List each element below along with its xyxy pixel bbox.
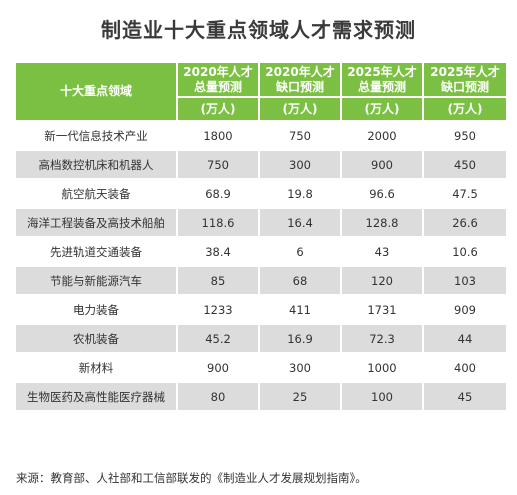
value-cell: 2000 (342, 122, 424, 151)
value-cell: 1731 (342, 296, 424, 325)
field-name-cell: 高档数控机床和机器人 (16, 151, 178, 180)
value-cell: 68.9 (178, 180, 260, 209)
column-header-2020-total: 2020年人才 总量预测 (178, 63, 260, 98)
table-row: 新材料 900 300 1000 400 (16, 354, 506, 383)
value-cell: 45.2 (178, 325, 260, 354)
table-row: 农机装备 45.2 16.9 72.3 44 (16, 325, 506, 354)
field-name-cell: 海洋工程装备及高技术船舶 (16, 209, 178, 238)
value-cell: 80 (178, 383, 260, 412)
table-row: 海洋工程装备及高技术船舶 118.6 16.4 128.8 26.6 (16, 209, 506, 238)
field-name-cell: 节能与新能源汽车 (16, 267, 178, 296)
value-cell: 750 (178, 151, 260, 180)
unit-label: (万人) (178, 98, 260, 122)
value-cell: 19.8 (260, 180, 342, 209)
value-cell: 1233 (178, 296, 260, 325)
value-cell: 900 (342, 151, 424, 180)
value-cell: 1000 (342, 354, 424, 383)
field-name-cell: 先进轨道交通装备 (16, 238, 178, 267)
value-cell: 450 (424, 151, 506, 180)
field-name-cell: 电力装备 (16, 296, 178, 325)
value-cell: 118.6 (178, 209, 260, 238)
value-cell: 72.3 (342, 325, 424, 354)
field-column-header: 十大重点领域 (16, 63, 178, 122)
value-cell: 120 (342, 267, 424, 296)
value-cell: 400 (424, 354, 506, 383)
unit-label: (万人) (424, 98, 506, 122)
value-cell: 44 (424, 325, 506, 354)
column-header-2020-gap: 2020年人才 缺口预测 (260, 63, 342, 98)
value-cell: 16.4 (260, 209, 342, 238)
table-row: 生物医药及高性能医疗器械 80 25 100 45 (16, 383, 506, 412)
value-cell: 68 (260, 267, 342, 296)
value-cell: 10.6 (424, 238, 506, 267)
value-cell: 1800 (178, 122, 260, 151)
value-cell: 38.4 (178, 238, 260, 267)
value-cell: 103 (424, 267, 506, 296)
value-cell: 26.6 (424, 209, 506, 238)
table-row: 电力装备 1233 411 1731 909 (16, 296, 506, 325)
source-note: 来源：教育部、人社部和工信部联发的《制造业人才发展规划指南》。 (16, 471, 367, 485)
field-name-cell: 农机装备 (16, 325, 178, 354)
value-cell: 909 (424, 296, 506, 325)
value-cell: 25 (260, 383, 342, 412)
value-cell: 6 (260, 238, 342, 267)
table-row: 高档数控机床和机器人 750 300 900 450 (16, 151, 506, 180)
field-name-cell: 新一代信息技术产业 (16, 122, 178, 151)
field-name-cell: 生物医药及高性能医疗器械 (16, 383, 178, 412)
column-header-2025-gap: 2025年人才 缺口预测 (424, 63, 506, 98)
value-cell: 16.9 (260, 325, 342, 354)
table-body: 新一代信息技术产业 1800 750 2000 950 高档数控机床和机器人 750 300 9… (16, 122, 506, 412)
table-row: 节能与新能源汽车 85 68 120 103 (16, 267, 506, 296)
table-row: 先进轨道交通装备 38.4 6 43 10.6 (16, 238, 506, 267)
value-cell: 47.5 (424, 180, 506, 209)
chart-title: 制造业十大重点领域人才需求预测 (101, 18, 416, 42)
value-cell: 300 (260, 151, 342, 180)
unit-label: (万人) (342, 98, 424, 122)
value-cell: 96.6 (342, 180, 424, 209)
column-header-2025-total: 2025年人才 总量预测 (342, 63, 424, 98)
table-row: 航空航天装备 68.9 19.8 96.6 47.5 (16, 180, 506, 209)
value-cell: 300 (260, 354, 342, 383)
unit-label: (万人) (260, 98, 342, 122)
value-cell: 45 (424, 383, 506, 412)
value-cell: 85 (178, 267, 260, 296)
value-cell: 100 (342, 383, 424, 412)
value-cell: 128.8 (342, 209, 424, 238)
field-name-cell: 新材料 (16, 354, 178, 383)
value-cell: 750 (260, 122, 342, 151)
value-cell: 900 (178, 354, 260, 383)
value-cell: 411 (260, 296, 342, 325)
field-name-cell: 航空航天装备 (16, 180, 178, 209)
talent-demand-table: 十大重点领域 2020年人才 总量预测 2020年人才 缺口预测 2025年人才 总量… (16, 63, 506, 412)
value-cell: 950 (424, 122, 506, 151)
table-row: 新一代信息技术产业 1800 750 2000 950 (16, 122, 506, 151)
value-cell: 43 (342, 238, 424, 267)
